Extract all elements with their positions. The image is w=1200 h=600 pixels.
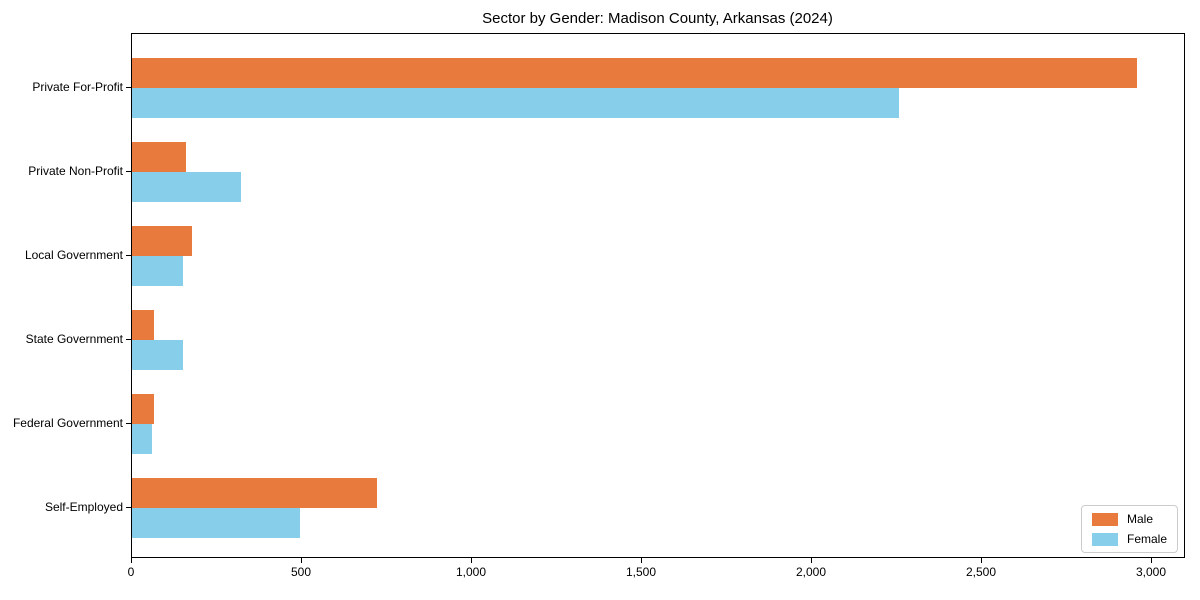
x-axis-tick-label: 2,500	[966, 565, 997, 579]
x-axis-tick-label: 1,500	[625, 565, 657, 579]
bar-female	[132, 340, 183, 370]
x-tick	[301, 558, 302, 563]
bar-female	[132, 508, 301, 538]
bar-male	[132, 142, 187, 172]
x-axis-tick-label: 2,000	[795, 565, 827, 579]
male-series-swatch	[1091, 512, 1118, 526]
bar-male	[132, 394, 155, 424]
y-tick	[126, 423, 131, 424]
x-tick	[131, 558, 132, 563]
bar-male	[132, 58, 1137, 88]
legend-item-male: Male	[1091, 512, 1167, 526]
y-tick	[126, 507, 131, 508]
bar-male	[132, 310, 155, 340]
y-axis-label: Private Non-Profit	[28, 164, 123, 178]
y-tick	[126, 171, 131, 172]
female-series-swatch	[1091, 532, 1118, 546]
bar-male	[132, 478, 377, 508]
bar-male	[132, 226, 192, 256]
legend-item-female: Female	[1091, 532, 1167, 546]
y-axis-label: State Government	[25, 332, 123, 346]
x-tick	[811, 558, 812, 563]
legend-label-male: Male	[1126, 512, 1153, 526]
bar-female	[132, 172, 241, 202]
y-axis-label: Self-Employed	[44, 500, 123, 514]
y-axis-label: Private For-Profit	[32, 80, 123, 94]
y-tick	[126, 87, 131, 88]
x-tick	[981, 558, 983, 563]
x-axis-tick-label: 1,000	[455, 565, 487, 579]
y-tick	[126, 339, 131, 340]
x-axis-tick-label: 3,000	[1136, 565, 1167, 579]
x-axis-tick-label: 500	[290, 565, 312, 579]
y-axis-label: Local Government	[24, 248, 123, 262]
plot-area: Male Female	[131, 33, 1185, 558]
legend: Male Female	[1080, 505, 1178, 553]
x-axis-tick-label: 0	[127, 565, 135, 579]
bar-female	[132, 256, 183, 286]
y-tick	[126, 255, 131, 256]
legend-label-female: Female	[1126, 532, 1167, 546]
bar-female	[132, 88, 899, 118]
y-axis-label: Federal Government	[12, 416, 123, 430]
x-tick	[1151, 558, 1153, 563]
x-tick	[471, 558, 472, 563]
bar-female	[132, 424, 153, 454]
x-tick	[641, 558, 642, 563]
chart-title: Sector by Gender: Madison County, Arkans…	[482, 10, 833, 27]
